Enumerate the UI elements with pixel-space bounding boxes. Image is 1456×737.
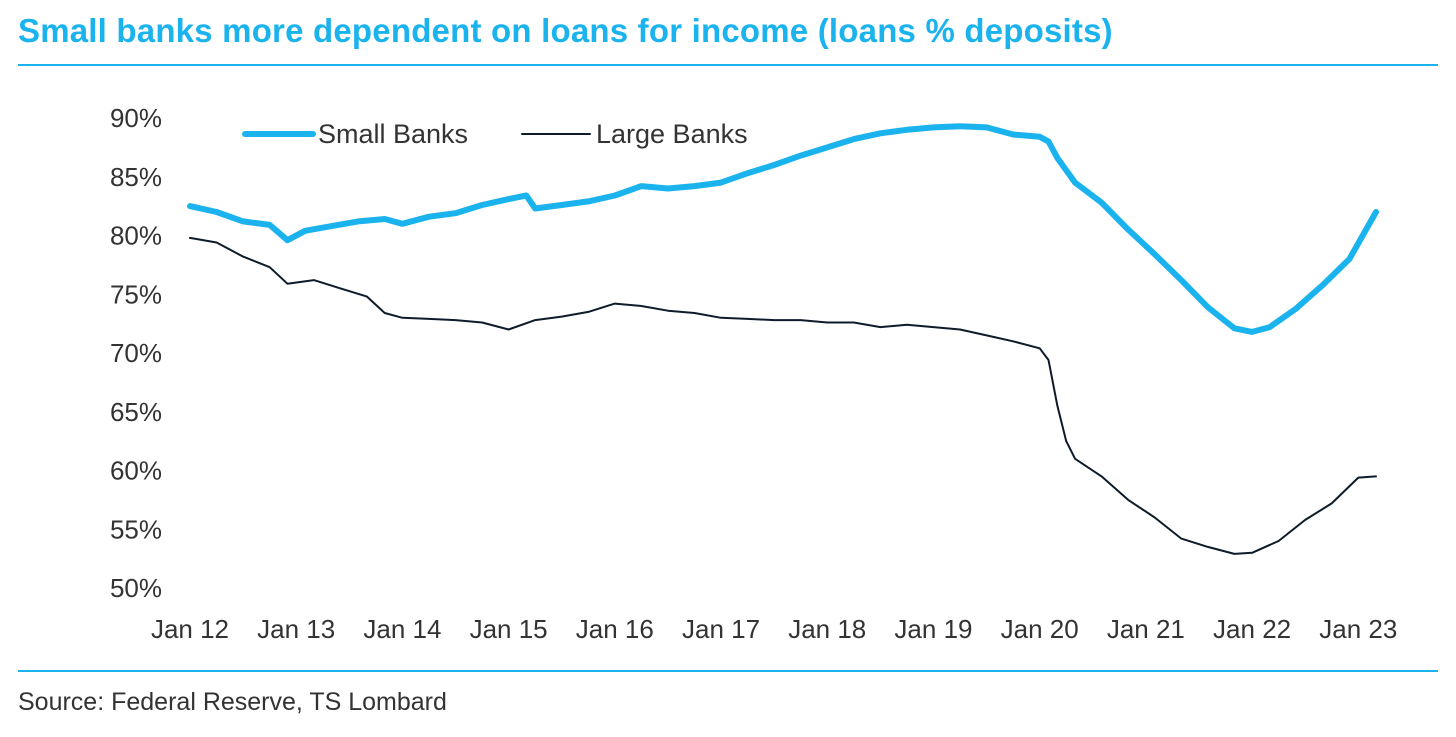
x-tick-label: Jan 22 — [1213, 614, 1291, 644]
x-tick-label: Jan 16 — [576, 614, 654, 644]
x-tick-label: Jan 23 — [1319, 614, 1397, 644]
y-axis: 50% 55% 60% 65% 70% 75% 80% 85% 90% — [110, 103, 162, 603]
x-tick-label: Jan 12 — [151, 614, 229, 644]
legend-label: Small Banks — [318, 119, 468, 149]
x-tick-label: Jan 19 — [894, 614, 972, 644]
y-tick-label: 75% — [110, 279, 162, 309]
series-line-small-banks — [187, 123, 1379, 335]
x-tick-label: Jan 20 — [1001, 614, 1079, 644]
y-tick-label: 80% — [110, 221, 162, 251]
chart-plot: 50% 55% 60% 65% 70% 75% 80% 85% 90% Jan 12 Jan 13… — [110, 103, 1397, 644]
y-tick-label: 85% — [110, 162, 162, 192]
y-tick-label: 65% — [110, 397, 162, 427]
title-divider — [18, 64, 1438, 66]
y-tick-label: 70% — [110, 338, 162, 368]
y-tick-label: 90% — [110, 103, 162, 133]
series-layer — [187, 123, 1379, 555]
legend-label: Large Banks — [596, 119, 748, 149]
x-tick-label: Jan 17 — [682, 614, 760, 644]
footer-divider — [18, 670, 1438, 672]
x-tick-label: Jan 18 — [788, 614, 866, 644]
x-axis: Jan 12 Jan 13 Jan 14 Jan 15 Jan 16 Jan 17 Jan … — [151, 614, 1397, 644]
y-tick-label: 50% — [110, 573, 162, 603]
legend: Small Banks Large Banks — [242, 119, 748, 149]
series-line-large-banks — [189, 236, 1377, 555]
chart-title: Small banks more dependent on loans for … — [18, 12, 1113, 49]
x-tick-label: Jan 21 — [1107, 614, 1185, 644]
x-tick-label: Jan 15 — [470, 614, 548, 644]
y-tick-label: 60% — [110, 456, 162, 486]
y-tick-label: 55% — [110, 514, 162, 544]
source-note: Source: Federal Reserve, TS Lombard — [18, 688, 447, 716]
x-tick-label: Jan 13 — [257, 614, 335, 644]
x-tick-label: Jan 14 — [363, 614, 441, 644]
